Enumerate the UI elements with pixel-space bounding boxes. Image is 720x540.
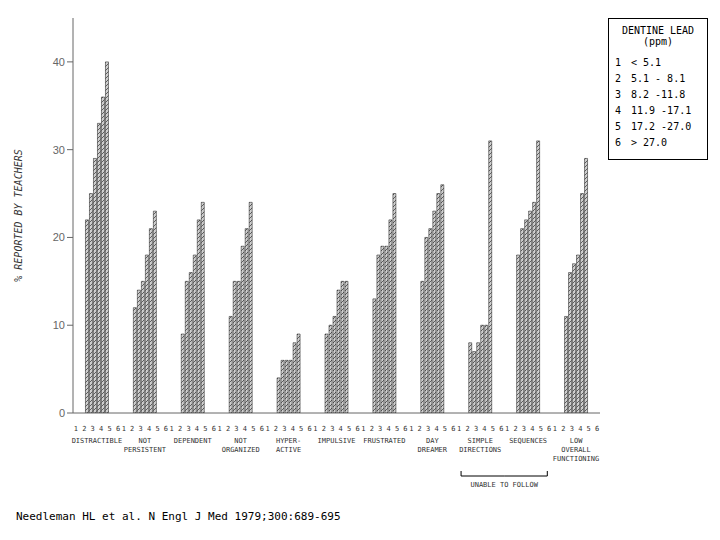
svg-text:DREAMER: DREAMER — [418, 446, 448, 454]
svg-text:SIMPLE: SIMPLE — [468, 437, 493, 445]
svg-text:ORGANIZED: ORGANIZED — [222, 446, 260, 454]
html-text:11.9 -17.1: 11.9 -17.1 — [631, 105, 692, 116]
html-text:DENTINE LEAD: DENTINE LEAD — [621, 25, 695, 36]
html-text:< 5.1: < 5.1 — [631, 57, 662, 68]
svg-text:PERSISTENT: PERSISTENT — [124, 446, 167, 454]
html-text:1: 1 — [615, 57, 621, 68]
svg-text:1 2 3 4 5 6: 1 2 3 4 5 6 — [361, 425, 407, 433]
svg-text:DAY: DAY — [426, 437, 439, 445]
svg-text:40: 40 — [53, 56, 65, 68]
svg-text:OVERALL: OVERALL — [561, 446, 591, 454]
svg-text:1 2 3 4 5 6: 1 2 3 4 5 6 — [122, 425, 168, 433]
html-text:4: 4 — [615, 105, 621, 116]
svg-text:10: 10 — [53, 319, 65, 331]
svg-text:IMPULSIVE: IMPULSIVE — [318, 437, 356, 445]
svg-text:NOT: NOT — [234, 437, 247, 445]
svg-text:LOW: LOW — [570, 437, 583, 445]
svg-text:1 2 3 4 5 6: 1 2 3 4 5 6 — [265, 425, 311, 433]
svg-text:30: 30 — [53, 144, 65, 156]
html-text:(ppm): (ppm) — [642, 36, 673, 47]
html-text:17.2 -27.0: 17.2 -27.0 — [631, 121, 692, 132]
svg-text:SEQUENCES: SEQUENCES — [509, 437, 547, 445]
svg-text:1 2 3 4 5 6: 1 2 3 4 5 6 — [218, 425, 264, 433]
svg-text:DEPENDENT: DEPENDENT — [174, 437, 213, 445]
svg-text:DIRECTIONS: DIRECTIONS — [459, 446, 501, 454]
svg-text:% REPORTED BY TEACHERS: % REPORTED BY TEACHERS — [13, 149, 24, 281]
html-text:2: 2 — [615, 73, 621, 84]
svg-text:1 2 3 4 5 6: 1 2 3 4 5 6 — [505, 425, 551, 433]
html-text:8.2 -11.8: 8.2 -11.8 — [631, 89, 686, 100]
html-text:Needleman HL et al. N Engl J M: Needleman HL et al. N Engl J Med 1979;30… — [16, 510, 341, 523]
svg-text:1 2 3 4 5 6: 1 2 3 4 5 6 — [313, 425, 359, 433]
svg-text:NOT: NOT — [139, 437, 152, 445]
html-text:5: 5 — [615, 121, 621, 132]
html-text:6: 6 — [615, 137, 621, 148]
svg-text:1 2 3 4 5 6: 1 2 3 4 5 6 — [457, 425, 503, 433]
html-text:> 27.0: > 27.0 — [631, 137, 668, 148]
svg-text:1 2 3 4 5 6: 1 2 3 4 5 6 — [409, 425, 455, 433]
svg-text:FRUSTRATED: FRUSTRATED — [363, 437, 405, 445]
svg-text:20: 20 — [53, 231, 65, 243]
html-text:5.1 - 8.1: 5.1 - 8.1 — [631, 73, 686, 84]
svg-text:0: 0 — [59, 407, 65, 419]
svg-text:1 2 3 4 5 6: 1 2 3 4 5 6 — [74, 425, 120, 433]
svg-text:FUNCTIONING: FUNCTIONING — [553, 455, 599, 463]
svg-text:UNABLE TO FOLLOW: UNABLE TO FOLLOW — [470, 481, 538, 489]
svg-text:1 2 3 4 5 6: 1 2 3 4 5 6 — [553, 425, 599, 433]
svg-text:DISTRACTIBLE: DISTRACTIBLE — [72, 437, 123, 445]
svg-text:1 2 3 4 5 6: 1 2 3 4 5 6 — [170, 425, 216, 433]
svg-text:HYPER-: HYPER- — [276, 437, 301, 445]
html-text:3: 3 — [615, 89, 621, 100]
svg-text:ACTIVE: ACTIVE — [276, 446, 301, 454]
